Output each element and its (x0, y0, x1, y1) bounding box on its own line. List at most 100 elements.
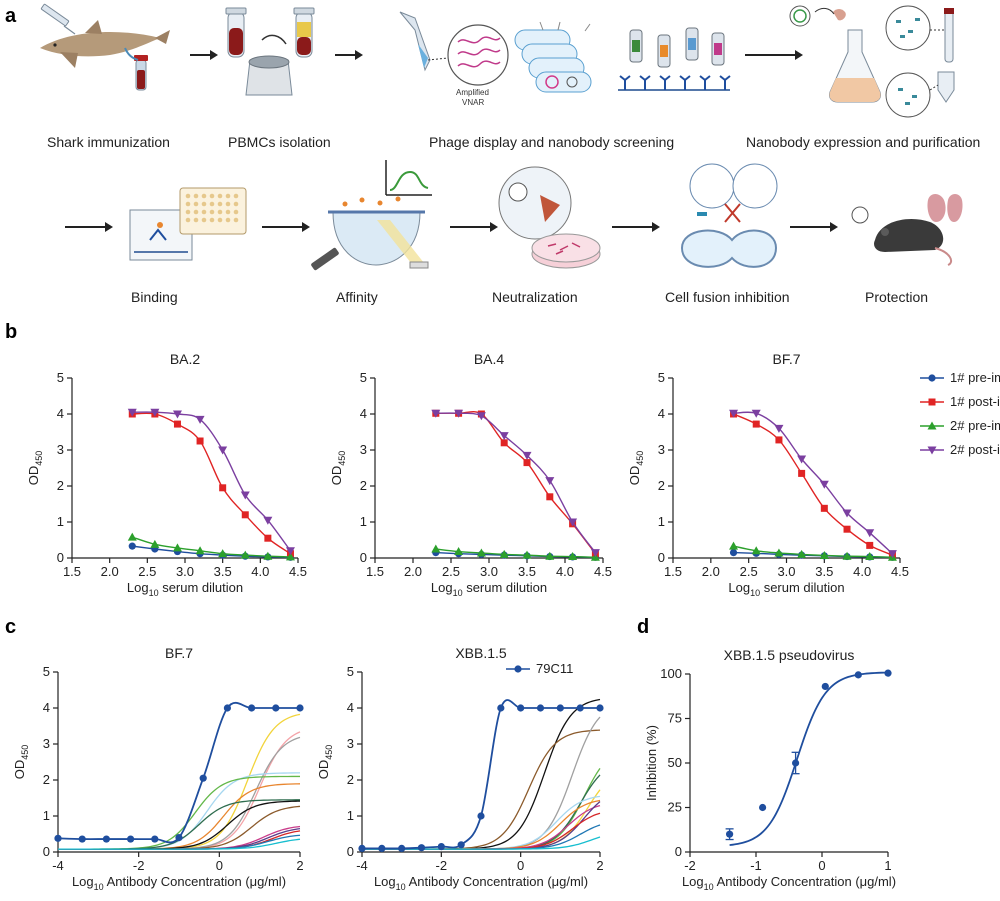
centrifuge-icon (225, 7, 315, 96)
y-tick-label: 4 (658, 406, 665, 421)
step-pbmc-isolation: PBMCs isolation (228, 134, 331, 150)
highlight-point (576, 704, 584, 712)
x-tick-label: 4.0 (853, 564, 871, 579)
y-tick-label: 75 (668, 711, 682, 726)
data-point (172, 410, 182, 419)
x-tick-label: -1 (750, 858, 762, 873)
x-axis-label-rest: serum dilution (760, 580, 845, 595)
chart-title: BA.2 (170, 351, 201, 367)
x-tick-label: 2.0 (404, 564, 422, 579)
data-point (726, 830, 734, 838)
y-tick-label: 25 (668, 800, 682, 815)
y-tick-label: 5 (57, 370, 64, 385)
chart-title: BF.7 (165, 645, 193, 661)
data-point (285, 552, 295, 561)
data-point (263, 551, 273, 560)
data-point (150, 408, 160, 417)
chart-xbb15-antibody: -4 -2 0 2 0 1 2 3 4 5 XBB.1.5 Log10 Antibody Concen… (316, 645, 604, 892)
data-point (454, 547, 464, 556)
data-point (240, 491, 250, 500)
x-tick-label: 3.0 (176, 564, 194, 579)
highlight-point (398, 844, 406, 853)
x-axis-label-rest: serum dilution (463, 580, 548, 595)
y-tick-label: 3 (347, 736, 354, 751)
data-point (798, 469, 806, 477)
x-axis-label-main: Log (431, 580, 453, 595)
x-axis-label-sub: 10 (396, 882, 406, 892)
y-axis-label: OD450 (316, 745, 334, 780)
x-axis-label: Log10 Antibody Concentration (μg/ml) (72, 874, 286, 892)
y-tick-label: 50 (668, 755, 682, 770)
data-point (218, 446, 228, 455)
flask-icon (789, 5, 955, 118)
x-tick-label: 1.5 (664, 564, 682, 579)
x-tick-label: 0 (216, 858, 223, 873)
x-tick-label: 2.0 (702, 564, 720, 579)
x-axis-label: Log10 serum dilution (127, 580, 243, 598)
neutralization-icon (498, 166, 601, 269)
data-point (775, 436, 783, 444)
highlight-point (78, 835, 86, 843)
data-point (219, 484, 227, 492)
highlight-point (517, 704, 525, 712)
y-tick-label: 3 (360, 442, 367, 457)
chart-title: BF.7 (772, 351, 800, 367)
y-tick-label: 2 (57, 478, 64, 493)
highlight-point (417, 844, 426, 852)
data-point (887, 550, 897, 559)
y-axis-label: Inhibition (%) (644, 725, 659, 801)
highlight-point (151, 835, 159, 843)
y-axis-label-sub: 450 (337, 451, 347, 466)
data-point (819, 480, 829, 489)
highlight-point (248, 704, 256, 712)
data-point (195, 546, 205, 555)
x-tick-label: 0 (818, 858, 825, 873)
y-tick-label: 1 (658, 514, 665, 529)
data-point (854, 671, 862, 679)
x-axis-label-main: Log (728, 580, 750, 595)
elisa-plate-icon (129, 187, 247, 261)
x-tick-label: 4.0 (556, 564, 574, 579)
highlight-point (497, 704, 505, 712)
data-point (865, 529, 875, 538)
x-tick-label: -2 (684, 858, 696, 873)
y-tick-label: 100 (660, 666, 682, 681)
legend-marker (514, 665, 522, 673)
x-tick-label: 4.0 (251, 564, 269, 579)
highlight-line (362, 699, 600, 850)
data-point (819, 550, 829, 559)
y-tick-label: 2 (658, 478, 665, 493)
data-point (866, 541, 874, 549)
data-point (172, 543, 182, 552)
spr-sensor-icon (311, 160, 432, 271)
y-axis-label: OD450 (627, 451, 645, 486)
data-point (522, 451, 532, 460)
amplified-label-1: Amplified (456, 88, 489, 97)
highlight-point (437, 843, 445, 851)
x-axis-label-main: Log (72, 874, 94, 889)
highlight-point (54, 834, 62, 842)
x-tick-label: 1.5 (366, 564, 384, 579)
panel-label-a: a (5, 5, 17, 27)
y-tick-label: 1 (347, 808, 354, 823)
data-point (797, 455, 807, 464)
series-line (435, 410, 596, 555)
data-point (264, 534, 272, 542)
step-cell-fusion: Cell fusion inhibition (665, 289, 790, 305)
data-point (431, 409, 441, 418)
series-line (132, 412, 291, 555)
y-tick-label: 4 (43, 700, 50, 715)
step-shark-immunization: Shark immunization (47, 134, 170, 150)
highlight-point (127, 835, 135, 843)
y-tick-label: 4 (360, 406, 367, 421)
legend-marker (927, 421, 937, 430)
data-point (774, 424, 784, 433)
data-point (240, 550, 250, 559)
cell-fusion-icon (680, 163, 778, 268)
x-axis-label: Log10 serum dilution (728, 580, 844, 598)
chart-title: BA.4 (474, 351, 505, 367)
x-axis-label-sub: 10 (149, 588, 159, 598)
chart-ba2: 1.5 2.0 2.5 3.0 3.5 4.0 4.5 0 1 2 3 4 5 BA.2 Log10 ser… (26, 351, 307, 598)
x-axis-label: Log10 Antibody Concentration (μg/ml) (374, 874, 588, 892)
data-point (729, 541, 739, 550)
